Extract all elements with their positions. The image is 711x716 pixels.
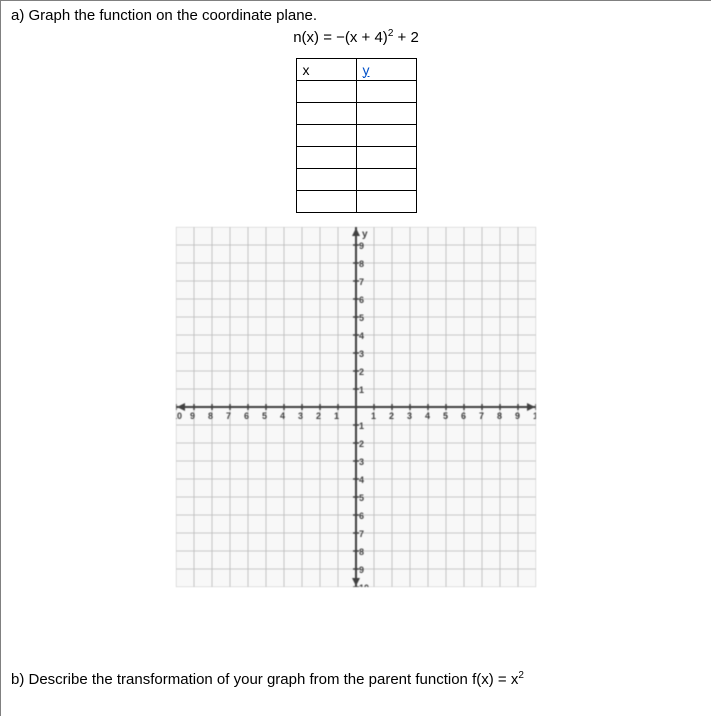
svg-text:4: 4 [359, 331, 364, 341]
prompt-b-prefix: b) Describe the transformation of your g… [11, 671, 518, 688]
svg-text:4: 4 [359, 475, 364, 485]
xy-table-row [296, 169, 416, 191]
svg-text:1: 1 [359, 385, 364, 395]
xy-table-cell-y [356, 125, 416, 147]
xy-table-row [296, 103, 416, 125]
svg-text:7: 7 [359, 277, 364, 287]
svg-text:3: 3 [298, 411, 303, 421]
svg-text:6: 6 [461, 411, 466, 421]
svg-text:4: 4 [425, 411, 430, 421]
svg-text:2: 2 [389, 411, 394, 421]
svg-text:10: 10 [176, 411, 182, 421]
xy-table-cell-y [356, 147, 416, 169]
xy-table-cell-y [356, 103, 416, 125]
svg-text:7: 7 [479, 411, 484, 421]
xy-table-cell-x [296, 103, 356, 125]
xy-table: x y [296, 58, 417, 213]
equation: n(x) = −(x + 4)2 + 2 [11, 28, 701, 46]
svg-text:5: 5 [262, 411, 267, 421]
svg-text:10: 10 [359, 583, 369, 587]
xy-table-cell-x [296, 81, 356, 103]
svg-text:10: 10 [533, 411, 536, 421]
svg-text:7: 7 [226, 411, 231, 421]
xy-table-cell-y [356, 169, 416, 191]
svg-text:2: 2 [316, 411, 321, 421]
xy-table-cell-y [356, 81, 416, 103]
svg-text:3: 3 [359, 457, 364, 467]
svg-text:3: 3 [407, 411, 412, 421]
svg-text:9: 9 [515, 411, 520, 421]
svg-text:3: 3 [359, 349, 364, 359]
svg-text:5: 5 [443, 411, 448, 421]
xy-table-body [296, 81, 416, 213]
svg-text:8: 8 [359, 259, 364, 269]
xy-table-row [296, 147, 416, 169]
coordinate-plane: y987654321123456789101234567891010987654… [176, 227, 536, 587]
xy-table-cell-x [296, 147, 356, 169]
svg-text:9: 9 [359, 241, 364, 251]
svg-text:6: 6 [359, 295, 364, 305]
svg-text:5: 5 [359, 493, 364, 503]
prompt-b-exponent: 2 [518, 670, 524, 681]
svg-text:8: 8 [359, 547, 364, 557]
svg-text:5: 5 [359, 313, 364, 323]
svg-text:4: 4 [280, 411, 285, 421]
equation-suffix: + 2 [393, 29, 418, 46]
xy-table-cell-x [296, 169, 356, 191]
svg-text:7: 7 [359, 529, 364, 539]
svg-text:6: 6 [244, 411, 249, 421]
xy-table-header-y: y [356, 59, 416, 81]
prompt-a: a) Graph the function on the coordinate … [11, 7, 701, 24]
xy-table-cell-x [296, 191, 356, 213]
coordinate-plane-svg: y987654321123456789101234567891010987654… [176, 227, 536, 587]
xy-table-row [296, 191, 416, 213]
svg-text:2: 2 [359, 439, 364, 449]
svg-text:2: 2 [359, 367, 364, 377]
svg-text:1: 1 [334, 411, 339, 421]
xy-table-cell-x [296, 125, 356, 147]
svg-text:1: 1 [371, 411, 376, 421]
equation-prefix: n(x) = −(x + 4) [293, 29, 388, 46]
svg-text:9: 9 [359, 565, 364, 575]
svg-text:y: y [362, 229, 368, 240]
xy-table-header-x: x [296, 59, 356, 81]
svg-text:8: 8 [497, 411, 502, 421]
prompt-b: b) Describe the transformation of your g… [11, 670, 524, 688]
svg-text:9: 9 [190, 411, 195, 421]
worksheet-page: a) Graph the function on the coordinate … [0, 0, 711, 716]
xy-table-cell-y [356, 191, 416, 213]
svg-text:1: 1 [359, 421, 364, 431]
svg-text:6: 6 [359, 511, 364, 521]
svg-text:8: 8 [208, 411, 213, 421]
xy-table-row [296, 125, 416, 147]
xy-table-row [296, 81, 416, 103]
